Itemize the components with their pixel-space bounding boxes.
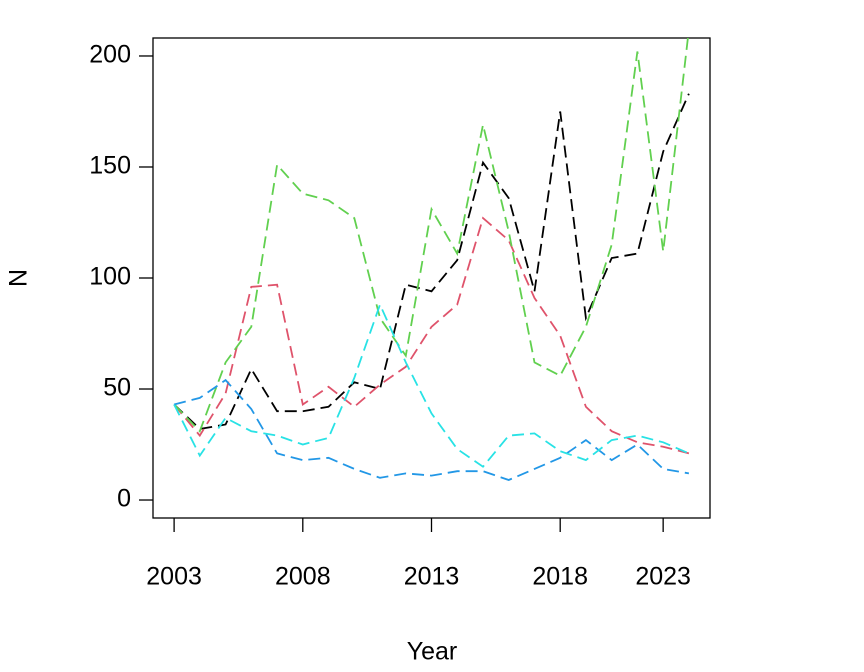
series-line	[173, 93, 690, 430]
series-line	[173, 302, 690, 468]
x-tick-label: 2013	[404, 563, 460, 591]
x-tick-label: 2018	[532, 563, 588, 591]
y-tick-label: 50	[103, 374, 131, 402]
lines	[173, 38, 690, 481]
y-tick-label: 0	[117, 485, 131, 513]
y-tick-label: 100	[89, 263, 131, 291]
series-line	[173, 378, 690, 481]
y-tick-label: 150	[89, 152, 131, 180]
x-tick-label: 2023	[635, 563, 691, 591]
series-line	[173, 216, 690, 455]
y-tick-label: 200	[89, 41, 131, 69]
series-line	[173, 38, 689, 433]
plot-box	[152, 37, 711, 519]
y-axis-label: N	[5, 269, 33, 287]
x-axis-label: Year	[407, 638, 458, 666]
x-tick-label: 2003	[146, 563, 202, 591]
x-tick-label: 2008	[275, 563, 331, 591]
